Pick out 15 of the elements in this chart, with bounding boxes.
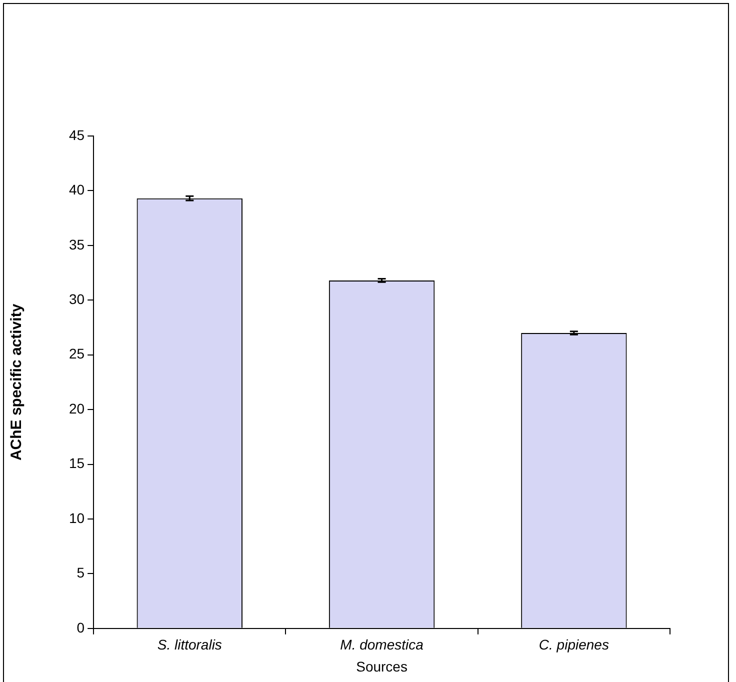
y-tick-label: 20: [68, 400, 85, 416]
y-tick-label: 30: [68, 290, 85, 307]
x-axis-title: Sources: [356, 658, 408, 674]
y-tick-label: 5: [76, 564, 85, 581]
y-axis-title: AChE specific activity: [8, 303, 26, 461]
y-tick-label: 45: [68, 126, 85, 143]
x-tick-label: S. littoralis: [157, 636, 222, 653]
y-tick-label: 35: [68, 236, 85, 252]
x-tick-label: C. pipienes: [538, 636, 609, 653]
x-tick-label: M. domestica: [340, 636, 424, 653]
y-tick-label: 0: [76, 619, 85, 636]
y-tick-label: 25: [68, 346, 85, 362]
y-tick-label: 40: [68, 182, 85, 198]
y-tick-label: 15: [68, 455, 85, 472]
y-tick-label: 10: [68, 510, 85, 526]
